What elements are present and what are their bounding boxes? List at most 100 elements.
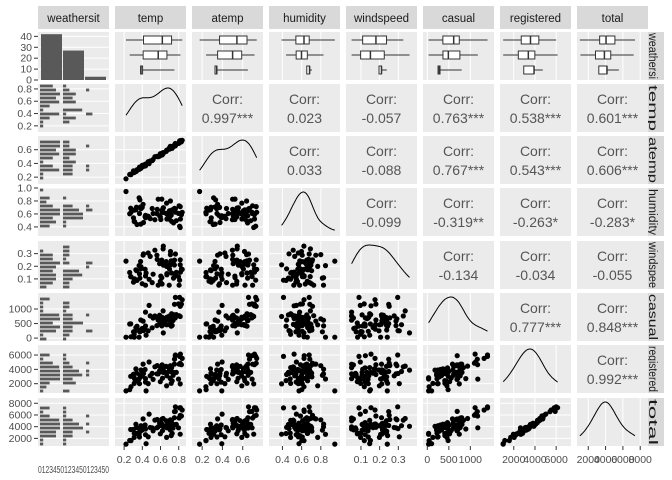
scatter-point (214, 271, 220, 277)
scatter-point (391, 373, 397, 379)
hist-bar-atemp (40, 160, 44, 164)
scatter-point (349, 313, 355, 319)
scatter-point (444, 365, 451, 371)
scatter-point (138, 206, 144, 212)
hist-bar-atemp (63, 152, 76, 156)
scatter-point (283, 378, 289, 384)
hist-bar-windspeed (86, 261, 93, 265)
hist-bar-total (40, 422, 60, 426)
scatter-point (286, 251, 292, 257)
scatter-point (307, 423, 313, 429)
scatter-point (279, 313, 285, 320)
scatter-point (234, 308, 240, 314)
scatter-point (123, 334, 129, 340)
scatter-point (167, 322, 174, 328)
corr-value: -0.057 (362, 110, 402, 126)
scatter-point (319, 329, 325, 335)
hist-bar-atemp (40, 176, 44, 180)
hist-bar-windspeed (63, 249, 70, 253)
scatter-point (123, 258, 129, 264)
boxplot-box (598, 65, 608, 75)
panel-background (192, 136, 263, 184)
corr-value: 0.992*** (587, 371, 639, 387)
scatter-point (361, 438, 367, 444)
scatter-point (332, 441, 338, 447)
scatter-point (361, 334, 367, 340)
panel-casual-casual (423, 293, 494, 341)
scatter-point (222, 328, 228, 334)
scatter-point (219, 359, 225, 365)
hist-bar-temp (40, 120, 44, 124)
scatter-point (455, 373, 461, 379)
panel-atemp-registered: Corr: 0.543*** (500, 136, 571, 184)
x-tick-label: 0.4 (215, 454, 230, 466)
scatter-point (145, 250, 151, 256)
scatter-point (245, 251, 252, 257)
scatter-point (214, 264, 220, 270)
scatter-point (145, 328, 151, 334)
corr-label: Corr: (597, 143, 628, 159)
scatter-point (251, 262, 257, 268)
scatter-point (484, 352, 491, 358)
column-strip-label: total (602, 13, 624, 25)
scatter-point (447, 431, 453, 437)
scatter-point (222, 381, 228, 387)
panel-humidity-casual: Corr: -0.319** (423, 188, 494, 236)
scatter-point (406, 330, 413, 336)
scatter-point (212, 428, 218, 434)
scatter-point (396, 328, 402, 334)
y-tick-label: 6000 (9, 409, 33, 421)
scatter-point (246, 356, 253, 362)
scatter-point (299, 301, 305, 307)
scatter-point (296, 312, 302, 318)
scatter-point (284, 371, 290, 378)
y-tick-label: 0.3 (17, 248, 32, 260)
column-strip (38, 6, 109, 29)
scatter-point (244, 270, 250, 276)
scatter-point (295, 328, 301, 334)
scatter-point (208, 370, 214, 376)
hist-bar-total (63, 406, 67, 410)
panel-total-weathersit (38, 398, 109, 446)
scatter-point (219, 441, 225, 447)
hist-bar-atemp (63, 160, 76, 164)
scatter-point (171, 301, 178, 307)
scatter-point (283, 430, 289, 437)
scatter-point (250, 415, 256, 421)
corr-label: Corr: (520, 300, 551, 316)
scatter-point (138, 221, 144, 227)
scatter-point (230, 282, 236, 288)
hist-bar-humidity (63, 208, 79, 212)
scatter-point (367, 387, 373, 393)
y-tick-label: 1000 (9, 304, 33, 316)
hist-bar-total (40, 418, 60, 422)
scatter-point (208, 380, 214, 386)
corr-label: Corr: (366, 91, 397, 107)
scatter-point (349, 317, 355, 323)
scatter-point (138, 428, 144, 434)
scatter-point (251, 303, 258, 309)
scatter-point (133, 370, 140, 376)
hist-bar-registered (86, 369, 90, 373)
corr-label: Corr: (443, 195, 474, 211)
scatter-point (308, 281, 314, 287)
panel-registered-registered (500, 345, 571, 393)
scatter-point (147, 313, 153, 319)
scatter-point (296, 420, 302, 426)
hist-bar-humidity (40, 224, 50, 228)
scatter-point (242, 378, 248, 384)
scatter-point (365, 328, 371, 334)
panel-background (192, 84, 263, 132)
scatter-point (440, 370, 446, 376)
panel-background (38, 84, 109, 132)
scatter-point (406, 423, 413, 429)
scatter-point (175, 274, 182, 280)
scatter-point (395, 294, 401, 300)
hist-bar-total (63, 434, 73, 438)
boxplot-box (360, 50, 385, 60)
scatter-point (475, 376, 481, 382)
scatter-point (511, 434, 517, 440)
scatter-point (301, 355, 307, 361)
scatter-point (372, 297, 378, 303)
scatter-point (296, 332, 302, 338)
